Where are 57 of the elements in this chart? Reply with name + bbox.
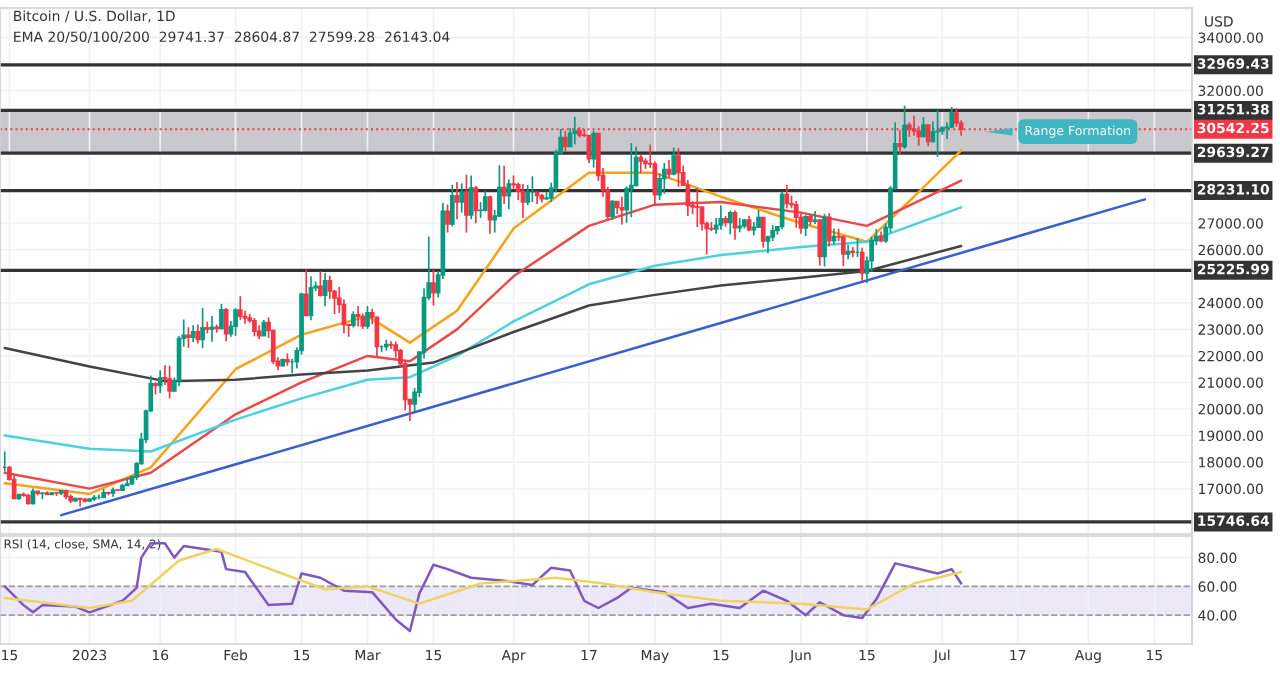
candlestick [214,323,220,334]
candlestick [365,305,370,330]
candlestick [718,204,724,231]
candlestick [610,199,615,221]
candlestick [449,183,455,228]
candlestick [219,303,224,331]
candlestick [826,212,832,248]
candlestick [167,364,172,400]
candlestick [209,315,215,343]
candlestick [252,317,257,338]
candlestick [327,274,333,300]
candlestick [388,340,394,350]
candlestick [563,129,568,153]
candlestick [784,183,790,210]
candlestick [676,147,681,188]
candlestick [760,216,766,249]
candlestick [445,203,450,234]
candlestick [628,142,634,218]
candlestick [482,190,488,213]
candlestick [157,369,163,394]
candlestick [671,146,677,177]
candlestick [935,108,940,158]
candlestick [661,162,667,195]
candlestick [638,153,644,174]
candlestick [572,116,578,146]
candlestick [464,173,469,234]
line-series [3,547,963,611]
candlestick [200,307,205,349]
candlestick [454,181,460,221]
candlestick [822,213,827,268]
candlestick [186,326,191,349]
candlestick [459,182,465,214]
candlestick [737,217,743,234]
candlestick [793,200,799,229]
candlestick [431,268,436,307]
candlestick [902,104,907,150]
candlestick [812,210,818,225]
line-series [3,206,963,453]
candlestick [841,234,846,268]
candlestick [233,307,238,337]
candlestick [859,246,865,282]
candlestick [318,270,323,298]
candlestick [954,107,959,128]
candlestick [850,246,856,259]
candlestick [803,214,809,238]
candlestick [817,218,823,267]
candlestick [303,268,309,317]
candlestick [237,295,243,321]
candlestick [921,116,926,139]
candlestick [694,187,700,228]
candlestick [525,184,531,207]
line-series [3,541,963,633]
candlestick [506,178,512,210]
candlestick [355,305,361,328]
candlestick [501,164,507,205]
candlestick [591,130,596,169]
candlestick [727,209,733,236]
